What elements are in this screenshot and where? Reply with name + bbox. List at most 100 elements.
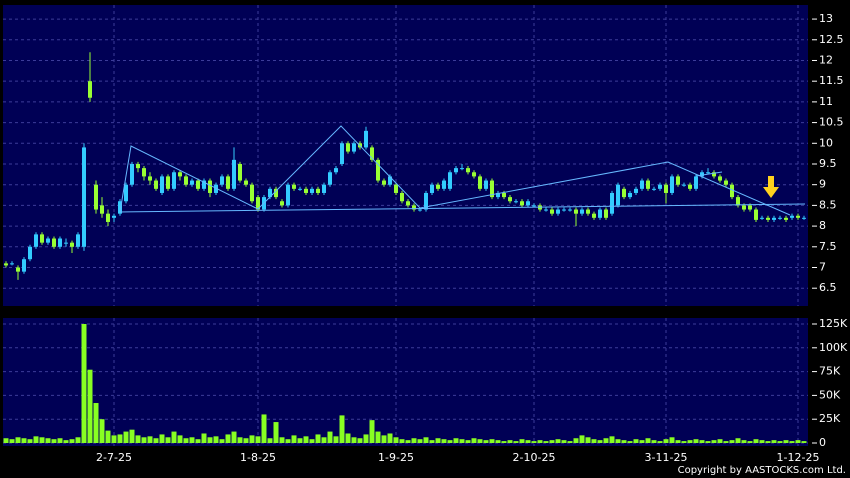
volume-bar — [63, 440, 69, 444]
candle-body — [706, 172, 710, 174]
volume-bar — [723, 441, 729, 444]
volume-bar — [687, 440, 693, 444]
candle-body — [238, 163, 242, 181]
candle-body — [748, 205, 752, 210]
volume-bar — [639, 440, 645, 444]
price-panel — [3, 5, 808, 306]
volume-bar — [39, 437, 45, 444]
volume-bar — [417, 439, 423, 444]
volume-bar — [633, 439, 639, 444]
candle-body — [424, 192, 428, 210]
volume-bar — [573, 438, 579, 444]
candle-body — [586, 209, 590, 214]
volume-bar — [225, 434, 231, 444]
volume-bar — [195, 439, 201, 444]
volume-bar — [423, 437, 429, 444]
volume-bar — [585, 437, 591, 444]
volume-bar — [135, 435, 141, 444]
arrow — [763, 176, 779, 198]
volume-bar — [465, 440, 471, 444]
volume-bar — [441, 439, 447, 444]
candle-body — [460, 168, 464, 170]
y-tick-label: 13 — [819, 12, 833, 25]
candle-body — [112, 215, 116, 218]
candle-body — [790, 215, 794, 218]
y-tick-label: 10 — [819, 136, 833, 149]
volume-bar — [237, 437, 243, 444]
candle-body — [484, 180, 488, 189]
volume-bar — [795, 440, 801, 444]
candle-body — [394, 184, 398, 193]
volume-bar — [711, 440, 717, 444]
candle-body — [328, 172, 332, 185]
candle-body — [316, 188, 320, 193]
volume-bar — [735, 438, 741, 444]
volume-bar — [399, 439, 405, 444]
candle-body — [502, 192, 506, 198]
volume-bar — [303, 436, 309, 444]
candle-body — [160, 176, 164, 193]
candle-body — [634, 188, 638, 193]
volume-bar — [279, 437, 285, 444]
volume-bar — [189, 437, 195, 444]
trend-line — [119, 203, 806, 213]
candle-body — [46, 238, 50, 243]
candle-body — [208, 180, 212, 193]
volume-bar — [615, 439, 621, 444]
trend-lines — [119, 125, 806, 216]
candle-body — [28, 246, 32, 260]
candle-body — [376, 159, 380, 181]
candle-body — [712, 172, 716, 177]
volume-bar — [75, 437, 81, 444]
candle-body — [400, 192, 404, 202]
volume-bar — [153, 438, 159, 444]
arrow-head — [763, 187, 779, 198]
candle-body — [124, 184, 128, 202]
candle-body — [34, 234, 38, 247]
trend-line — [695, 171, 723, 177]
volume-bar — [273, 422, 279, 444]
volume-bar — [537, 440, 543, 444]
volume-bar — [609, 436, 615, 444]
volume-bar — [549, 440, 555, 444]
candle-body — [70, 242, 74, 247]
candle-body — [550, 209, 554, 214]
volume-bar — [789, 441, 795, 444]
volume-bar — [597, 440, 603, 444]
volume-bar — [213, 436, 219, 444]
candle-body — [676, 176, 680, 185]
candle-body — [130, 163, 134, 185]
candle-body — [142, 168, 146, 177]
candle-body — [232, 159, 236, 189]
candle-body — [322, 184, 326, 193]
candle-body — [250, 184, 254, 202]
y-tick-label: 12.5 — [819, 33, 844, 46]
y-tick-label: 11.5 — [819, 74, 844, 87]
y-tick-label: 9.5 — [819, 157, 837, 170]
volume-bar — [471, 438, 477, 444]
candle-body — [658, 184, 662, 189]
trend-line — [119, 125, 791, 216]
volume-bar — [243, 438, 249, 444]
candle-body — [268, 188, 272, 198]
volume-bar — [405, 440, 411, 444]
candle-body — [646, 180, 650, 189]
volume-bar — [591, 439, 597, 444]
candle-body — [52, 238, 56, 247]
volume-bar — [129, 429, 135, 444]
volume-bar — [351, 437, 357, 444]
y-tick-label: 8.5 — [819, 198, 837, 211]
candle-body — [454, 168, 458, 173]
y-tick-label: 12 — [819, 53, 833, 66]
candle-body — [580, 209, 584, 214]
volume-bar — [561, 440, 567, 444]
candle-body — [766, 217, 770, 220]
candle-body — [640, 180, 644, 189]
volume-bar — [3, 438, 9, 444]
volume-bar — [747, 441, 753, 444]
candle-body — [196, 180, 200, 189]
volume-bar — [117, 434, 123, 444]
candle-body — [64, 242, 68, 244]
candle-body — [418, 209, 422, 211]
volume-bar — [315, 434, 321, 444]
